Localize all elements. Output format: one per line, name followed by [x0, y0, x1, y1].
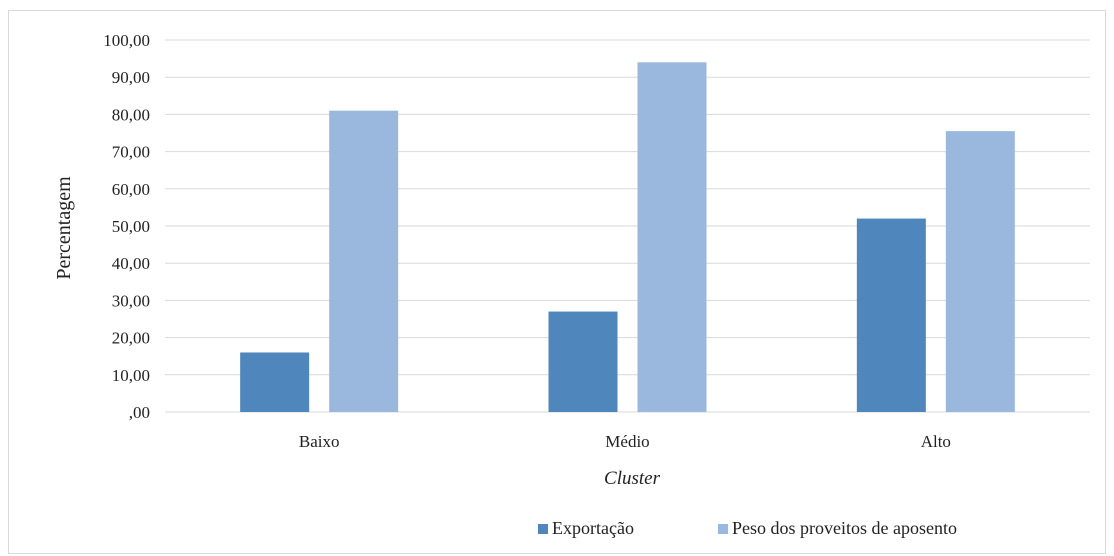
x-tick-label: Médio — [605, 432, 649, 451]
legend-label: Peso dos proveitos de aposento — [732, 518, 957, 538]
legend-label: Exportação — [552, 518, 634, 538]
bar-exportacao-1 — [548, 311, 618, 412]
y-tick-label: ,00 — [129, 403, 150, 422]
bar-peso-proveitos-2 — [945, 131, 1015, 412]
x-axis-title: Cluster — [604, 468, 661, 489]
y-axis-title: Percentagem — [53, 176, 75, 280]
bar-exportacao-0 — [240, 352, 310, 412]
legend-swatch — [538, 524, 548, 534]
bar-peso-proveitos-0 — [329, 110, 399, 413]
y-tick-label: 80,00 — [112, 105, 150, 124]
y-tick-label: 50,00 — [112, 217, 150, 236]
bar-peso-proveitos-1 — [637, 62, 707, 412]
y-tick-label: 90,00 — [112, 68, 150, 87]
x-tick-labels: Baixo Médio Alto — [299, 432, 951, 451]
y-tick-label: 70,00 — [112, 143, 150, 162]
legend-swatch — [718, 524, 728, 534]
y-tick-label: 10,00 — [112, 366, 150, 385]
legend: Exportação Peso dos proveitos de aposento — [538, 518, 957, 538]
gridlines — [165, 39, 1090, 413]
y-tick-label: 30,00 — [112, 291, 150, 310]
y-tick-labels: ,00 10,00 20,00 30,00 40,00 50,00 60,00 70,00 80… — [103, 31, 150, 422]
x-tick-label: Baixo — [299, 432, 340, 451]
x-tick-label: Alto — [921, 432, 951, 451]
bar-exportacao-2 — [856, 218, 926, 412]
y-tick-label: 60,00 — [112, 180, 150, 199]
y-tick-label: 100,00 — [103, 31, 150, 50]
y-tick-label: 20,00 — [112, 329, 150, 348]
bars — [240, 62, 1015, 413]
y-tick-label: 40,00 — [112, 254, 150, 273]
